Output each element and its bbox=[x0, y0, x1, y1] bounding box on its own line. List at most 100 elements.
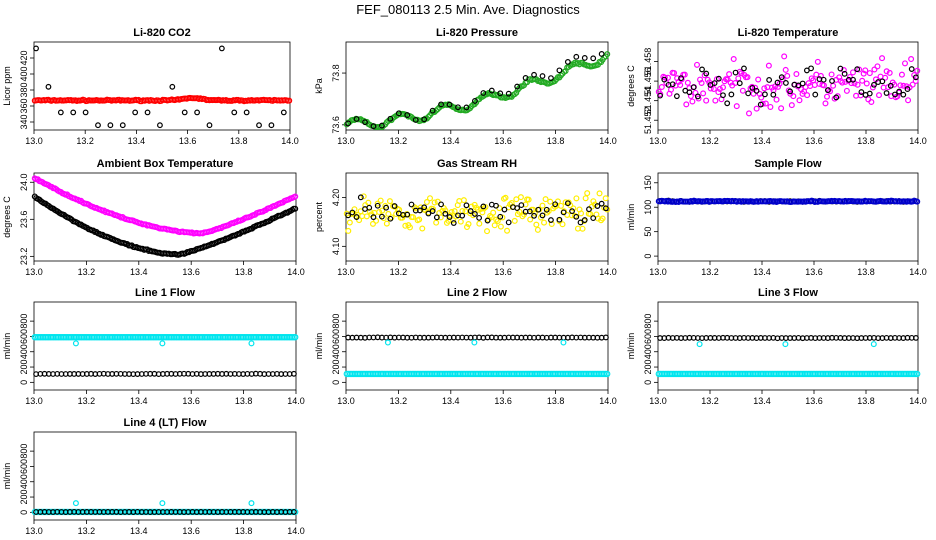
series-co2-average bbox=[31, 94, 293, 105]
data-point bbox=[711, 80, 718, 86]
x-tick-label: 13.8 bbox=[547, 136, 565, 146]
panel-title: Ambient Box Temperature bbox=[97, 158, 234, 170]
data-point bbox=[438, 101, 444, 108]
data-point bbox=[497, 213, 504, 220]
data-point bbox=[256, 122, 262, 129]
data-point bbox=[533, 221, 540, 228]
series-line-2-average bbox=[343, 339, 611, 378]
y-axis-label: Licor ppm bbox=[2, 66, 12, 106]
data-point bbox=[859, 77, 866, 84]
x-tick-label: 13.2 bbox=[701, 396, 719, 406]
data-point bbox=[366, 204, 373, 211]
data-point bbox=[404, 112, 411, 118]
data-point bbox=[231, 109, 238, 116]
data-point bbox=[169, 83, 176, 90]
data-point bbox=[903, 83, 910, 90]
data-point bbox=[511, 217, 518, 224]
x-tick-label: 13.6 bbox=[179, 136, 197, 146]
data-point bbox=[758, 94, 765, 101]
panel-title: Line 2 Flow bbox=[447, 287, 507, 299]
data-point bbox=[552, 201, 559, 208]
x-tick-label: 13.4 bbox=[130, 526, 148, 536]
data-point bbox=[879, 78, 886, 85]
y-tick-label: 600 bbox=[19, 459, 29, 474]
data-point bbox=[699, 66, 705, 73]
data-point bbox=[72, 500, 79, 507]
data-point bbox=[374, 200, 381, 207]
data-point bbox=[349, 209, 356, 216]
data-point bbox=[778, 105, 785, 112]
data-point bbox=[684, 79, 691, 86]
data-point bbox=[248, 340, 255, 347]
x-tick-label: 13.2 bbox=[78, 526, 96, 536]
data-point bbox=[474, 206, 481, 213]
data-point bbox=[581, 217, 588, 223]
data-point bbox=[518, 202, 525, 209]
data-point bbox=[570, 205, 577, 212]
x-tick-label: 13.4 bbox=[442, 267, 460, 277]
data-point bbox=[697, 76, 704, 83]
y-tick-label: 0 bbox=[643, 380, 653, 385]
figure-title: FEF_080113 2.5 Min. Ave. Diagnostics bbox=[356, 2, 580, 17]
data-point bbox=[774, 79, 781, 86]
data-point bbox=[467, 208, 474, 214]
x-tick-label: 13.6 bbox=[182, 396, 200, 406]
data-point bbox=[548, 75, 554, 82]
series-line-1-average bbox=[31, 334, 299, 347]
data-point bbox=[869, 84, 876, 91]
y-tick-label: 100 bbox=[643, 200, 653, 215]
data-point bbox=[757, 101, 764, 108]
data-point bbox=[882, 74, 889, 81]
series-rh-average bbox=[343, 190, 611, 235]
plot-frame bbox=[33, 41, 291, 131]
data-point bbox=[730, 56, 737, 63]
series-line-3-average bbox=[655, 341, 921, 378]
data-point bbox=[598, 200, 605, 207]
x-tick-label: 13.2 bbox=[390, 396, 408, 406]
data-point bbox=[560, 209, 567, 216]
x-tick-label: 13.4 bbox=[753, 267, 771, 277]
data-point bbox=[374, 202, 381, 209]
y-tick-label: 200 bbox=[331, 360, 341, 375]
data-point bbox=[451, 208, 458, 215]
data-point bbox=[839, 79, 846, 86]
data-point bbox=[745, 110, 752, 117]
data-point bbox=[547, 198, 554, 205]
data-point bbox=[383, 204, 390, 211]
data-point bbox=[698, 79, 705, 86]
data-point bbox=[661, 76, 668, 83]
y-tick-label: 200 bbox=[19, 360, 29, 375]
data-point bbox=[438, 201, 444, 208]
data-point bbox=[471, 201, 478, 208]
data-point bbox=[820, 82, 827, 89]
data-point bbox=[357, 116, 364, 123]
data-point bbox=[796, 97, 803, 104]
data-point bbox=[564, 59, 571, 65]
data-point bbox=[761, 85, 768, 92]
data-point bbox=[700, 90, 707, 97]
data-point bbox=[782, 66, 789, 73]
data-point bbox=[860, 70, 867, 77]
data-point bbox=[525, 196, 532, 203]
panel-1: Li-820 CO2 Licor ppm 13.0 13.2 13.4 13.6 13.8 1… bbox=[2, 27, 299, 146]
data-point bbox=[345, 227, 352, 234]
x-tick-label: 13.4 bbox=[753, 396, 771, 406]
data-point bbox=[790, 93, 797, 100]
x-tick-label: 14.0 bbox=[599, 267, 617, 277]
x-tick-label: 13.4 bbox=[128, 136, 146, 146]
data-point bbox=[431, 199, 438, 206]
data-point bbox=[385, 210, 392, 217]
data-point bbox=[410, 214, 417, 221]
data-point bbox=[744, 74, 751, 81]
x-tick-label: 13.6 bbox=[494, 396, 512, 406]
data-point bbox=[799, 80, 806, 87]
data-point bbox=[865, 96, 872, 103]
panel-4: Ambient Box Temperature degrees C 13.0 13.2… bbox=[2, 158, 305, 277]
data-point bbox=[841, 70, 848, 77]
data-point bbox=[490, 209, 497, 216]
data-point bbox=[871, 81, 877, 88]
data-point bbox=[480, 203, 487, 210]
data-point bbox=[442, 207, 449, 214]
data-point bbox=[833, 94, 840, 101]
panel-6: Sample Flow ml/min 13.0 13.2 13.4 13.6 13.8 14.… bbox=[626, 158, 927, 277]
